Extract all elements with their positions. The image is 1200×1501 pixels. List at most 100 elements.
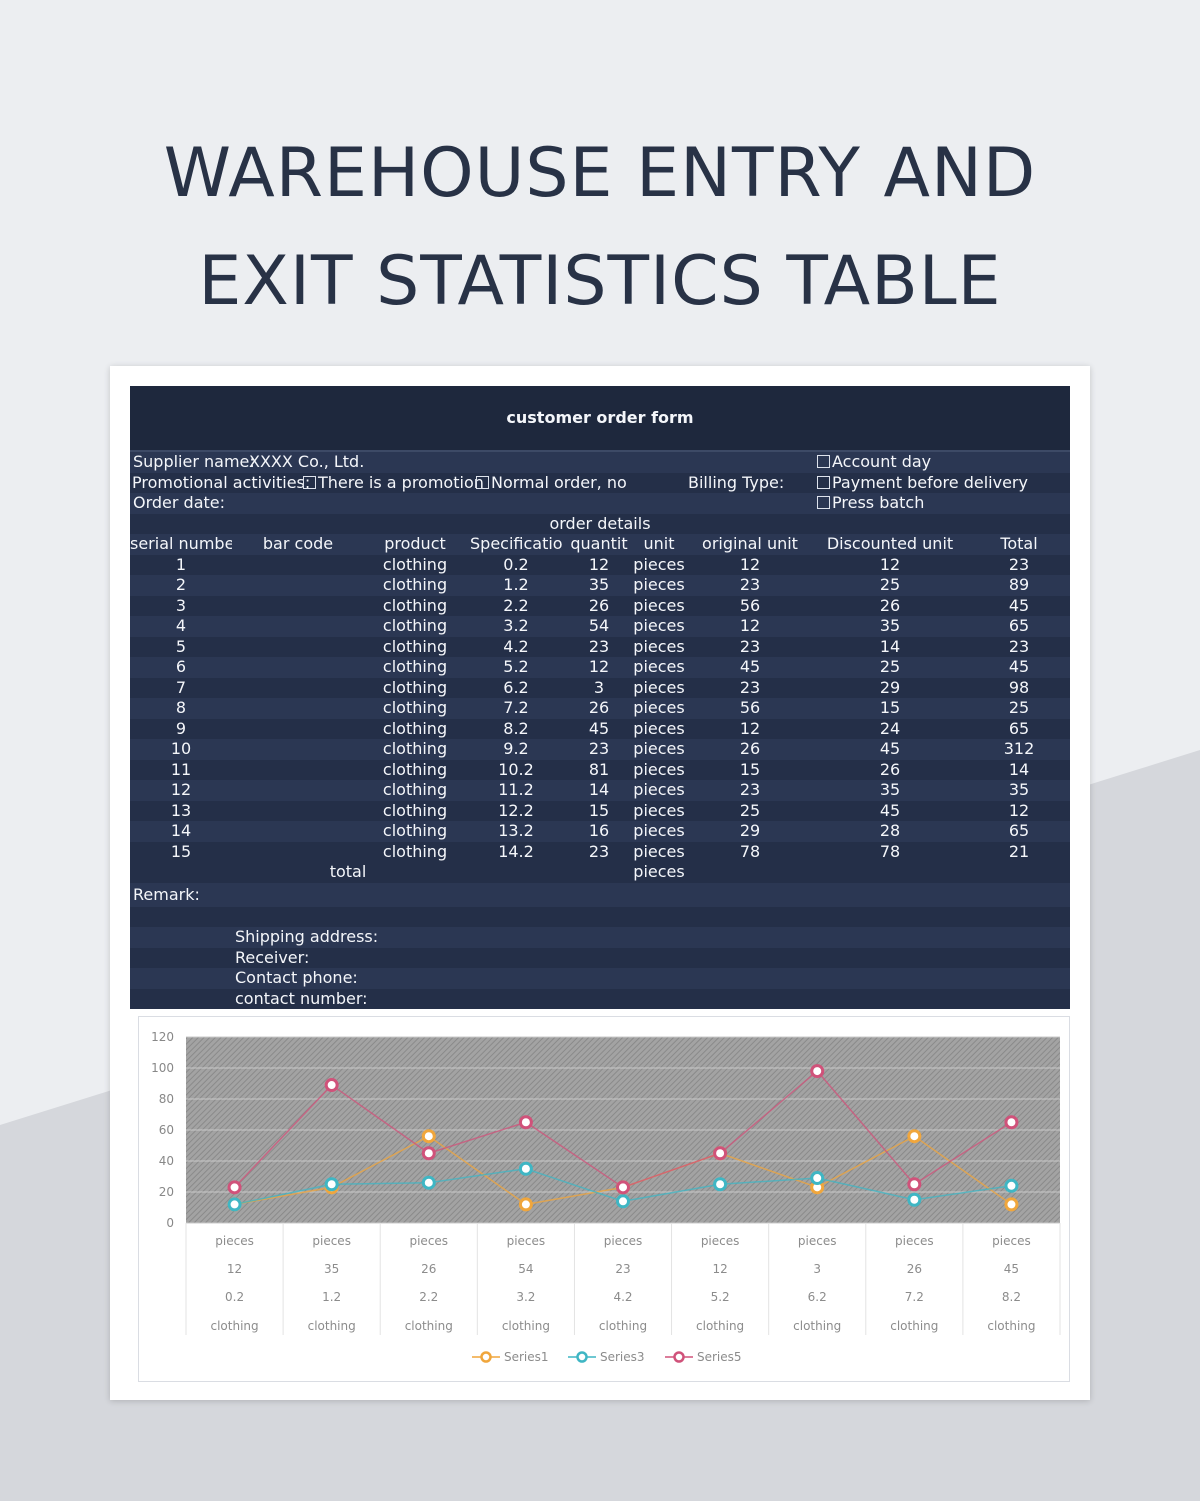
x-category-label: clothing [890,1319,938,1333]
col-original-unit-cell: 56 [739,698,761,717]
data-point-series3 [907,1192,922,1207]
data-point-series5 [713,1146,728,1161]
data-point-series5 [324,1078,339,1093]
x-category-label: clothing [599,1319,647,1333]
contact-number-label: contact number: [235,988,368,1008]
col-original-unit-cell: 12 [739,718,761,738]
order-date-row: Order date: Press batch [130,493,1070,514]
checkbox-icon[interactable] [303,475,316,489]
total-unit: pieces [633,862,685,881]
col-discounted-unit-cell: 35 [879,780,901,799]
x-category-label: clothing [210,1319,258,1333]
data-point-series3 [324,1177,339,1192]
x-category-label: 54 [518,1262,533,1276]
col-total-cell: 89 [1008,575,1030,594]
remark-label: Remark: [133,884,200,904]
col-product-cell: clothing [382,821,448,840]
col-discounted-unit-cell: 12 [879,554,901,574]
col-product-cell: clothing [382,759,448,779]
remark-row: Remark: [130,882,1070,907]
checkbox-icon[interactable] [817,455,830,468]
billing-option-payment-before-delivery[interactable]: Payment before delivery [817,473,1028,494]
col-total-cell: 14 [1008,759,1030,779]
page-title-line-1: WAREHOUSE ENTRY AND [163,134,1037,213]
x-category-label: 26 [907,1262,922,1276]
x-category-label: clothing [793,1319,841,1333]
col-specification-cell: 14.2 [498,841,534,861]
col-specification-cell: 5.2 [503,657,529,676]
table-row: 6 clothing 5.2 12 pieces 45 25 45 [130,657,1070,678]
legend-marker [576,1351,588,1363]
line-chart: 0 20 40 60 80 100 120 pieces pieces pieces pieces p… [138,1016,1070,1382]
col-discounted-unit-cell: 45 [879,739,901,758]
col-original-unit-cell: 15 [739,759,761,779]
y-tick-label: 20 [159,1185,174,1199]
x-category-label: pieces [895,1234,934,1248]
col-specification-cell: 12.2 [498,800,534,820]
col-product-cell: clothing [382,575,448,594]
supplier-value: XXXX Co., Ltd. [249,452,365,471]
col-unit-cell: pieces [633,677,685,697]
x-category-label: 45 [1004,1262,1019,1276]
y-tick-label: 80 [159,1092,174,1106]
order-form: customer order form Supplier name: XXXX … [130,386,1070,1009]
data-point-series3 [616,1194,630,1209]
col-serial-number-cell: 2 [175,575,187,594]
col-specification-cell: 1.2 [503,575,529,594]
x-category-label: clothing [405,1319,453,1333]
col-discounted-unit-header: Discounted unit [826,534,954,553]
x-category-label: clothing [696,1319,744,1333]
promo-option-promotion[interactable]: There is a promotion [303,473,484,494]
receiver-label: Receiver: [235,947,310,967]
checkbox-icon[interactable] [817,496,830,509]
data-point-series1 [421,1129,436,1144]
x-category-label: clothing [502,1319,550,1333]
data-point-series5 [421,1146,436,1161]
col-quantity-cell: 23 [588,636,610,656]
col-discounted-unit-cell: 35 [879,616,901,635]
col-quantity-cell: 81 [588,759,610,779]
col-original-unit-cell: 78 [739,841,761,861]
checkbox-icon[interactable] [817,475,830,489]
col-quantity-cell: 23 [588,739,610,758]
col-serial-number-cell: 1 [175,554,187,574]
billing-option-3-label: Press batch [832,493,925,512]
promo-label: Promotional activities: [132,472,311,492]
billing-option-press-batch[interactable]: Press batch [817,493,924,514]
col-discounted-unit-cell: 26 [879,759,901,779]
y-tick-label: 60 [159,1123,174,1137]
spreadsheet-card: customer order form Supplier name: XXXX … [110,366,1090,1400]
col-original-unit-cell: 29 [739,821,761,840]
contact-number-row: contact number: [130,988,1070,1009]
x-category-label: 23 [615,1262,630,1276]
col-serial-number-cell: 8 [175,698,187,717]
col-quantity-cell: 12 [588,554,610,574]
table-row: 1 clothing 0.2 12 pieces 12 12 23 [130,554,1070,575]
col-product-cell: clothing [382,677,448,697]
col-serial-number-cell: 11 [170,759,192,779]
col-discounted-unit-cell: 14 [879,636,901,656]
col-discounted-unit-cell: 45 [879,800,901,820]
col-product-cell: clothing [382,841,448,861]
col-unit-header: unit [643,534,675,553]
billing-option-account-day[interactable]: Account day [817,452,931,473]
col-total-cell: 312 [1003,739,1035,758]
col-discounted-unit-cell: 26 [879,595,901,615]
col-bar-code-header: bar code [262,534,334,553]
checkbox-icon[interactable] [476,475,489,489]
x-category-label: clothing [987,1319,1035,1333]
promo-option-normal[interactable]: Normal order, no pr [476,473,633,494]
col-serial-number-cell: 13 [170,800,192,820]
col-quantity-cell: 14 [588,780,610,799]
col-total-header: Total [1000,534,1038,553]
col-original-unit-cell: 12 [739,616,761,635]
page-title: WAREHOUSE ENTRY AND EXIT STATISTICS TABL… [0,120,1200,336]
data-point-series1 [1004,1197,1019,1212]
data-point-series5 [810,1064,825,1079]
x-category-label: 3.2 [516,1290,535,1304]
x-category-label: 8.2 [1002,1290,1021,1304]
col-total-cell: 98 [1008,677,1030,697]
col-discounted-unit-cell: 78 [879,841,901,861]
col-unit-cell: pieces [633,718,685,738]
col-unit-cell: pieces [633,595,685,615]
